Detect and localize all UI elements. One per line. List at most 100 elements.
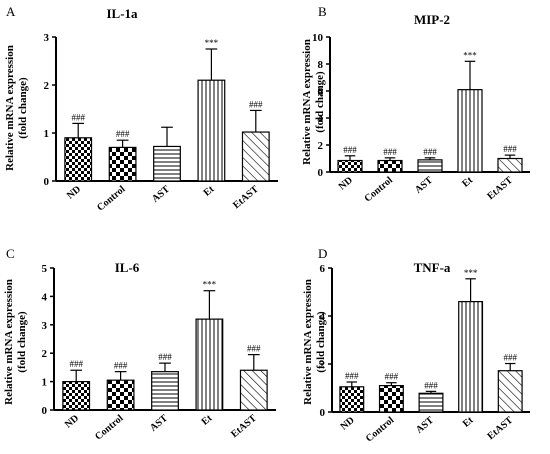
x-tick-label: ND <box>337 175 355 193</box>
x-tick-label: AST <box>148 413 170 434</box>
y-tick-label: 6 <box>320 263 326 275</box>
x-tick-label: Et <box>200 412 215 427</box>
y-axis-label-line: Relative mRNA expression <box>3 279 15 405</box>
y-tick-label: 4 <box>318 113 324 125</box>
x-tick-label: Control <box>93 413 126 443</box>
x-tick-label: AST <box>414 415 436 436</box>
panel-letter: B <box>318 4 327 19</box>
x-tick-label: EtAST <box>485 415 515 443</box>
x-tick-label: EtAST <box>231 184 261 212</box>
bar-nd <box>339 386 365 413</box>
chart-title: MIP-2 <box>414 12 450 27</box>
chart-panel-d: D TNF-a Relative mRNA expression(fold chan… <box>302 246 530 445</box>
panel-letter: A <box>6 4 16 19</box>
bar-et <box>195 318 224 411</box>
chart-panel-a: A IL-1a Relative mRNA expression(fold chan… <box>4 4 278 214</box>
y-tick-label: 2 <box>44 80 50 92</box>
bar-nd <box>62 381 91 411</box>
chart-title: IL-1a <box>106 6 138 21</box>
y-axis-label: Relative mRNA expression(fold change) <box>4 45 29 171</box>
significance-label: ### <box>345 371 359 381</box>
bar-etast <box>497 157 523 173</box>
significance-label: ### <box>69 359 83 369</box>
y-axis-label: Relative mRNA expression(fold change) <box>301 39 326 165</box>
bar-etast <box>497 370 523 413</box>
bar-control <box>377 159 403 173</box>
y-tick-label: 0 <box>44 176 50 188</box>
y-tick-label: 1 <box>44 128 50 140</box>
panel-letter: D <box>318 246 327 261</box>
y-tick-label: 6 <box>318 86 324 98</box>
significance-label: ### <box>383 147 397 157</box>
x-tick-label: AST <box>150 184 172 205</box>
bar-et <box>457 89 483 173</box>
bar-nd <box>337 159 363 173</box>
y-tick-label: 3 <box>42 320 48 332</box>
y-tick-label: 8 <box>318 59 324 71</box>
significance-label: ### <box>503 144 517 154</box>
significance-label: *** <box>205 38 219 48</box>
significance-label: ### <box>158 352 172 362</box>
y-axis-label-line: (fold change) <box>315 311 327 373</box>
significance-label: ### <box>385 372 399 382</box>
bar-control <box>106 379 135 411</box>
significance-label: *** <box>463 50 477 60</box>
bar-ast <box>417 159 443 173</box>
y-tick-label: 4 <box>320 311 326 323</box>
significance-label: ### <box>424 380 438 390</box>
significance-label: *** <box>464 268 478 278</box>
bar-nd <box>64 137 93 182</box>
panel-letter: C <box>6 246 15 261</box>
y-axis-label-line: (fold change) <box>314 71 326 133</box>
bar-et <box>197 79 226 182</box>
y-tick-label: 10 <box>312 32 324 44</box>
bar-et <box>458 301 484 413</box>
y-tick-label: 0 <box>320 407 326 419</box>
bar-etast <box>241 131 270 182</box>
y-tick-label: 0 <box>42 405 48 417</box>
chart-title: TNF-a <box>414 260 451 275</box>
y-axis-label-line: Relative mRNA expression <box>302 279 314 405</box>
y-tick-label: 0 <box>318 167 324 179</box>
bar-ast <box>153 145 181 182</box>
y-tick-label: 4 <box>42 291 48 303</box>
x-tick-label: Control <box>95 184 128 214</box>
y-axis-label-line: (fold change) <box>17 77 29 139</box>
y-axis-label-line: Relative mRNA expression <box>4 45 16 171</box>
x-tick-label: Et <box>460 174 475 189</box>
significance-label: ### <box>503 353 517 363</box>
bar-control <box>108 146 137 182</box>
x-tick-label: Et <box>461 414 476 429</box>
y-axis-label-line: (fold change) <box>16 311 28 373</box>
x-tick-label: Control <box>364 415 397 445</box>
bar-ast <box>151 371 179 411</box>
significance-label: ### <box>116 129 130 139</box>
y-tick-label: 3 <box>44 32 50 44</box>
bar-control <box>378 385 404 413</box>
chart-panel-c: C IL-6 Relative mRNA expression(fold chang… <box>3 246 276 443</box>
x-tick-label: ND <box>339 415 357 433</box>
y-tick-label: 2 <box>320 359 326 371</box>
x-tick-label: ND <box>63 413 81 431</box>
significance-label: *** <box>203 280 217 290</box>
bar-ast <box>418 392 444 413</box>
significance-label: ### <box>114 361 128 371</box>
significance-label: ### <box>249 99 263 109</box>
chart-panel-b: B MIP-2 Relative mRNA expression(fold chan… <box>301 4 530 205</box>
y-axis-label-line: Relative mRNA expression <box>301 39 313 165</box>
x-tick-label: Et <box>202 183 217 198</box>
x-tick-label: Control <box>362 175 395 205</box>
bar-etast <box>239 369 268 411</box>
significance-label: ### <box>247 344 261 354</box>
y-tick-label: 2 <box>42 348 48 360</box>
x-tick-label: EtAST <box>229 413 259 441</box>
y-tick-label: 5 <box>42 263 48 275</box>
significance-label: ### <box>343 145 357 155</box>
y-axis-label: Relative mRNA expression(fold change) <box>302 279 327 405</box>
y-axis-label: Relative mRNA expression(fold change) <box>3 279 28 405</box>
x-tick-label: AST <box>413 175 435 196</box>
significance-label: ### <box>71 112 85 122</box>
chart-title: IL-6 <box>115 260 140 275</box>
y-tick-label: 1 <box>42 377 48 389</box>
